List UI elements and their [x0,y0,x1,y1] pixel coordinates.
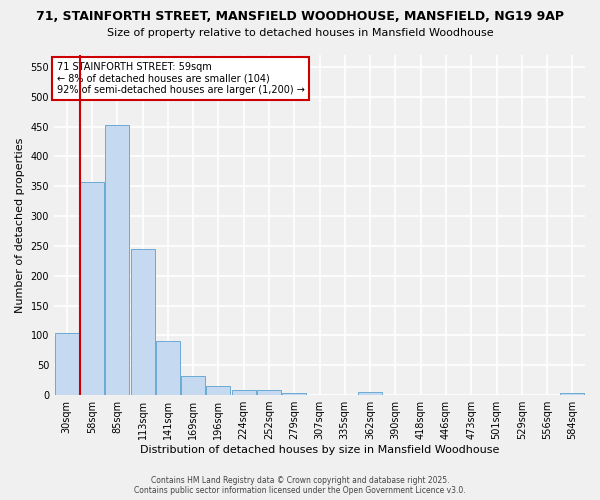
Bar [257,390,281,395]
Y-axis label: Number of detached properties: Number of detached properties [15,138,25,312]
Bar [206,386,230,395]
Bar [55,333,79,395]
X-axis label: Distribution of detached houses by size in Mansfield Woodhouse: Distribution of detached houses by size … [140,445,499,455]
Bar [181,376,205,395]
Text: 71 STAINFORTH STREET: 59sqm
← 8% of detached houses are smaller (104)
92% of sem: 71 STAINFORTH STREET: 59sqm ← 8% of deta… [56,62,305,95]
Bar [80,182,104,395]
Bar [105,125,129,395]
Bar [232,390,256,395]
Text: Size of property relative to detached houses in Mansfield Woodhouse: Size of property relative to detached ho… [107,28,493,38]
Text: Contains HM Land Registry data © Crown copyright and database right 2025.
Contai: Contains HM Land Registry data © Crown c… [134,476,466,495]
Bar [358,392,382,395]
Text: 71, STAINFORTH STREET, MANSFIELD WOODHOUSE, MANSFIELD, NG19 9AP: 71, STAINFORTH STREET, MANSFIELD WOODHOU… [36,10,564,23]
Bar [131,249,155,395]
Bar [560,392,584,395]
Bar [282,392,306,395]
Bar [156,341,180,395]
